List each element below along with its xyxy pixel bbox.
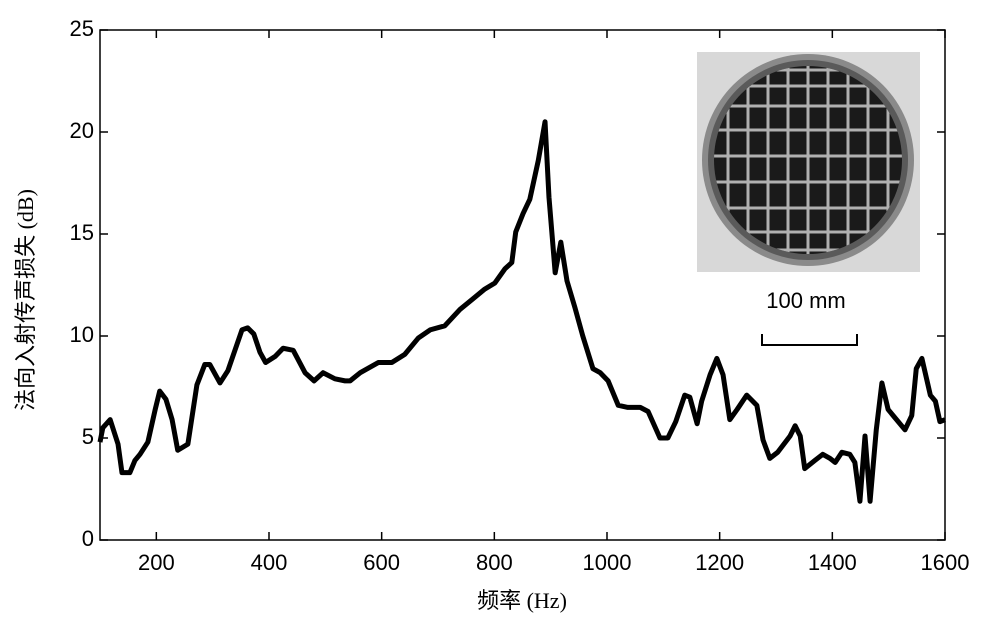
x-tick-label: 1000 [583, 550, 632, 575]
y-tick-label: 10 [70, 322, 94, 347]
x-tick-label: 200 [138, 550, 175, 575]
y-tick-label: 5 [82, 424, 94, 449]
x-tick-label: 1400 [808, 550, 857, 575]
x-tick-label: 1600 [921, 550, 970, 575]
data-line [97, 119, 946, 504]
plot-frame [99, 29, 946, 541]
x-axis-label: 频率 (Hz) [477, 588, 567, 613]
x-tick-label: 600 [363, 550, 400, 575]
x-tick-label: 400 [251, 550, 288, 575]
inset-photo [697, 52, 920, 272]
x-tick-label: 1200 [695, 550, 744, 575]
y-tick-label: 25 [70, 16, 94, 41]
y-tick-label: 0 [82, 526, 94, 551]
y-tick-label: 15 [70, 220, 94, 245]
y-axis-label: 法向入射传声损失 (dB) [13, 189, 38, 411]
scale-label: 100 mm [766, 288, 845, 313]
x-tick-label: 800 [476, 550, 513, 575]
y-tick-label: 20 [70, 118, 94, 143]
scale-bar [761, 334, 858, 346]
